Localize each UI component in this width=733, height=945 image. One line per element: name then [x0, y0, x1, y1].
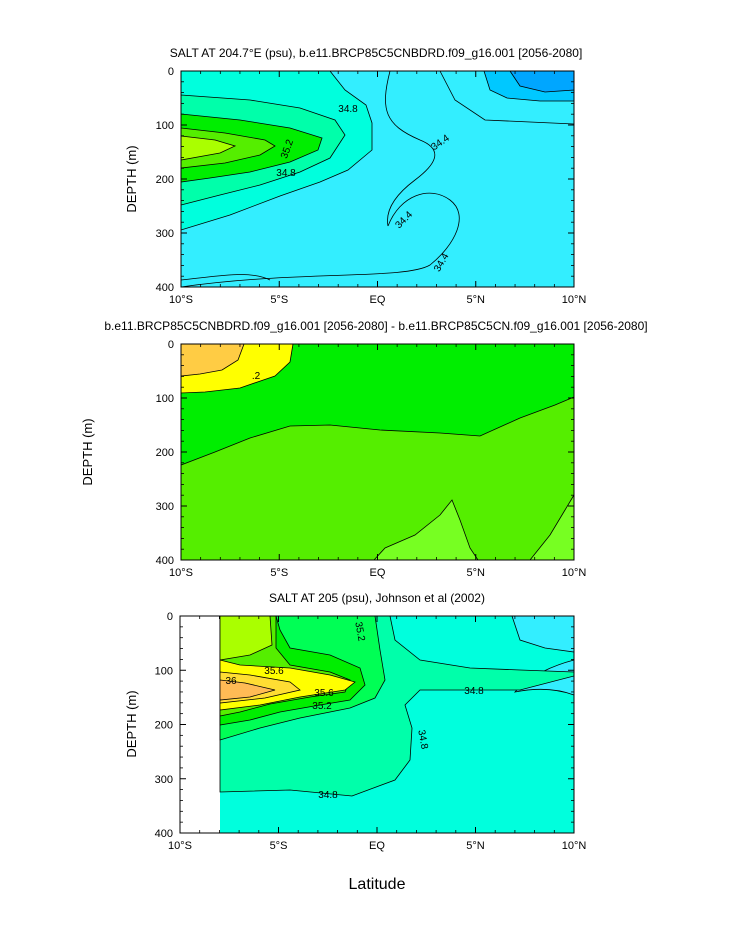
panel1-contour-34.4-b — [180, 192, 460, 288]
y-tick-label: 200 — [156, 174, 174, 186]
y-tick-label: 300 — [155, 774, 173, 786]
panel2-x-axis: 10°S 5°S EQ 5°N 10°N — [169, 344, 586, 579]
panel2-contour-label: .2 — [252, 371, 261, 382]
panel2-title: b.e11.BRCP85C5CNBDRD.f09_g16.001 [2056-2… — [104, 319, 647, 333]
y-tick-label: 200 — [155, 720, 173, 732]
panel1-plot — [180, 70, 575, 288]
panel2-y-axis: DEPTH (m) 0 100 200 300 400 — [80, 339, 574, 567]
panel1-contour-label: 34.8 — [338, 104, 358, 115]
y-tick-label: 0 — [168, 66, 174, 78]
y-tick-label: 100 — [156, 393, 174, 405]
panel1-x-axis: 10°S 5°S EQ 5°N 10°N — [169, 71, 586, 306]
panel3-contour-label: 34.8 — [415, 729, 429, 751]
panel1-contour-34.4-a — [385, 70, 436, 227]
panel3-contour-label: 35.6 — [264, 666, 284, 677]
x-tick-label: 5°S — [270, 840, 288, 852]
x-tick-label: 5°S — [270, 567, 288, 579]
panel3-contour-label: 35.2 — [312, 701, 332, 712]
x-tick-label: 10°N — [562, 567, 587, 579]
x-tick-label: 10°N — [562, 840, 587, 852]
panel2-contour-labels: .2 — [252, 371, 261, 382]
x-tick-label: 5°N — [467, 567, 486, 579]
panel3-contour-label: 36 — [225, 676, 237, 687]
x-tick-label: 5°N — [467, 294, 486, 306]
panel3-contour-label: 35.2 — [352, 621, 366, 643]
panel3-x-axis: 10°S 5°S EQ 5°N 10°N — [168, 616, 586, 852]
panel3-y-axis-label: DEPTH (m) — [124, 690, 139, 757]
y-tick-label: 200 — [156, 447, 174, 459]
panel3-title: SALT AT 205 (psu), Johnson et al (2002) — [269, 591, 485, 605]
x-tick-label: 10°S — [168, 840, 192, 852]
y-tick-label: 300 — [156, 501, 174, 513]
panel3-contour-label: 34.8 — [318, 790, 338, 801]
y-tick-label: 400 — [156, 555, 174, 567]
panel1-title: SALT AT 204.7°E (psu), b.e11.BRCP85C5CNB… — [170, 46, 583, 60]
panel3-contour-label: 34.8 — [464, 686, 484, 697]
x-tick-label: EQ — [369, 840, 385, 852]
panel1-y-axis: DEPTH (m) 0 100 200 300 400 — [124, 66, 574, 294]
x-tick-label: 10°S — [169, 294, 193, 306]
y-tick-label: 400 — [156, 282, 174, 294]
panel2-plot — [180, 343, 575, 561]
x-tick-label: EQ — [370, 294, 386, 306]
panel2-y-axis-label: DEPTH (m) — [80, 418, 95, 485]
panel3-contour-labels: 35.2 35.6 36 35.6 35.2 34.8 34.8 34.8 — [225, 621, 484, 801]
x-tick-label: 10°S — [169, 567, 193, 579]
y-tick-label: 100 — [156, 120, 174, 132]
panel3-plot — [179, 615, 575, 834]
x-tick-label: 5°S — [270, 294, 288, 306]
x-tick-label: EQ — [370, 567, 386, 579]
panel1-contour-34.4-c — [439, 70, 575, 125]
panel3-y-axis: DEPTH (m) 0 100 200 300 400 — [124, 611, 574, 840]
y-tick-label: 100 — [155, 665, 173, 677]
x-tick-label: 5°N — [466, 840, 485, 852]
x-tick-label: 10°N — [562, 294, 587, 306]
y-tick-label: 0 — [167, 611, 173, 623]
panel1-contour-label: 34.8 — [276, 168, 296, 179]
panel3-salinity-core — [219, 679, 276, 701]
panel3-contour-label: 35.6 — [314, 688, 334, 699]
panel1-y-axis-label: DEPTH (m) — [124, 145, 139, 212]
x-axis-label: Latitude — [349, 876, 406, 893]
y-tick-label: 300 — [156, 228, 174, 240]
y-tick-label: 400 — [155, 828, 173, 840]
panel1-contour-bottom — [180, 274, 271, 281]
y-tick-label: 0 — [168, 339, 174, 351]
